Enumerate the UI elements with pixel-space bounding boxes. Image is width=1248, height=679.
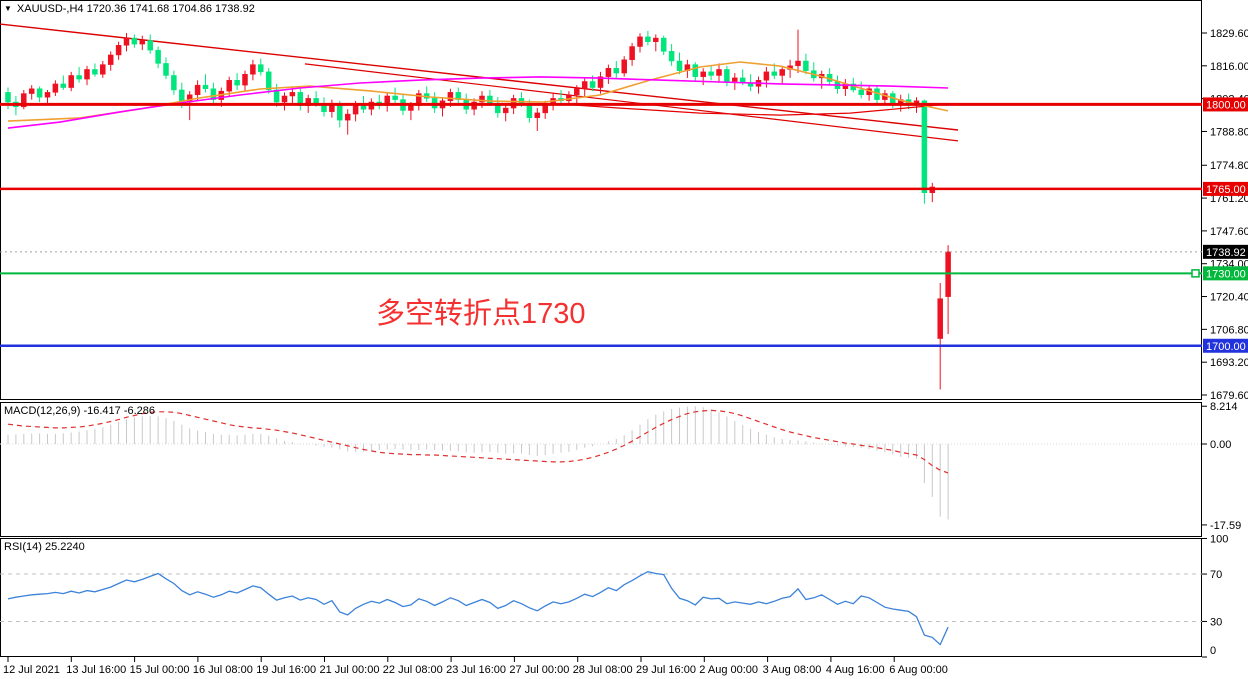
time-axis: 12 Jul 2021 13 Jul 16:00 15 Jul 00:00 16 Ju… — [3, 657, 948, 676]
macd-signal-line — [7, 409, 949, 474]
price-axis-label: 1693.20 — [1210, 357, 1248, 369]
macd-axis-label: 0.00 — [1210, 439, 1231, 451]
time-axis-label: 3 Aug 08:00 — [763, 664, 822, 676]
macd-axis-label: 8.214 — [1210, 401, 1238, 413]
rsi-axis-label: 0 — [1210, 645, 1216, 657]
chart-title-text: XAUUSD-,H4 1720.36 1741.68 1704.86 1738.… — [16, 3, 255, 15]
time-axis-label: 28 Jul 08:00 — [573, 664, 633, 676]
price-axis-label: 1747.60 — [1210, 226, 1248, 238]
time-axis-label: 12 Jul 2021 — [3, 664, 60, 676]
macd-panel: 8.214 0.00 -17.59 — [0, 401, 1241, 532]
rsi-axis-label: 30 — [1210, 616, 1222, 628]
time-axis-label: 6 Aug 00:00 — [889, 664, 948, 676]
line-end-marker[interactable] — [1191, 269, 1200, 278]
price-badge-label: 1730.00 — [1206, 268, 1246, 280]
time-axis-label: 29 Jul 16:00 — [636, 664, 696, 676]
price-badge-label: 1800.00 — [1206, 99, 1246, 111]
time-axis-label: 22 Jul 08:00 — [383, 664, 443, 676]
candlestick-layer — [5, 29, 951, 390]
price-axis-label: 1706.80 — [1210, 324, 1248, 336]
time-axis-label: 4 Aug 16:00 — [826, 664, 885, 676]
price-badge — [1203, 97, 1248, 112]
text-annotation[interactable]: 多空转折点1730 — [376, 298, 586, 330]
price-axis-label: 1679.60 — [1210, 390, 1248, 402]
chart-title: ▼ XAUUSD-,H4 1720.36 1741.68 1704.86 1738… — [4, 3, 255, 15]
rsi-line — [7, 571, 949, 646]
time-axis-label: 16 Jul 08:00 — [193, 664, 253, 676]
price-badge — [1203, 181, 1248, 196]
price-axis-label: 1720.40 — [1210, 292, 1248, 304]
macd-indicator-label: MACD(12,26,9) -16.417 -6.286 — [4, 405, 156, 417]
horizontal-support-resistance-lines[interactable] — [0, 102, 1202, 348]
macd-axis-label: -17.59 — [1210, 520, 1241, 532]
time-axis-label: 27 Jul 00:00 — [509, 664, 569, 676]
price-axis-label: 1774.80 — [1210, 160, 1248, 172]
price-badge — [1203, 266, 1248, 281]
price-badge-label: 1700.00 — [1206, 341, 1246, 353]
price-badge — [1203, 244, 1248, 259]
time-axis-label: 19 Jul 16:00 — [256, 664, 316, 676]
price-axis-label: 1761.20 — [1210, 193, 1248, 205]
time-axis-label: 23 Jul 16:00 — [446, 664, 506, 676]
rsi-axis-label: 100 — [1210, 534, 1228, 546]
time-axis-label: 2 Aug 00:00 — [699, 664, 758, 676]
rsi-panel: 100 70 30 0 — [0, 534, 1228, 658]
price-axis-label: 1829.60 — [1210, 28, 1248, 40]
price-axis-label: 1816.00 — [1210, 61, 1248, 73]
time-axis-label: 13 Jul 16:00 — [66, 664, 126, 676]
rsi-axis-label: 70 — [1210, 569, 1222, 581]
rsi-indicator-label: RSI(14) 25.2240 — [4, 541, 85, 553]
price-badge-label: 1738.92 — [1206, 247, 1246, 259]
panel-borders — [0, 0, 1202, 657]
price-badge-label: 1765.00 — [1206, 184, 1246, 196]
symbol-dropdown-icon[interactable]: ▼ — [4, 4, 12, 13]
main-price-panel — [0, 23, 959, 390]
time-axis-label: 15 Jul 00:00 — [130, 664, 190, 676]
macd-histogram — [7, 406, 949, 520]
price-axis: 1829.601816.001802.401788.801774.801761.… — [1202, 28, 1248, 402]
time-axis-label: 21 Jul 00:00 — [320, 664, 380, 676]
price-badge — [1203, 338, 1248, 353]
price-axis-label: 1788.80 — [1210, 126, 1248, 138]
